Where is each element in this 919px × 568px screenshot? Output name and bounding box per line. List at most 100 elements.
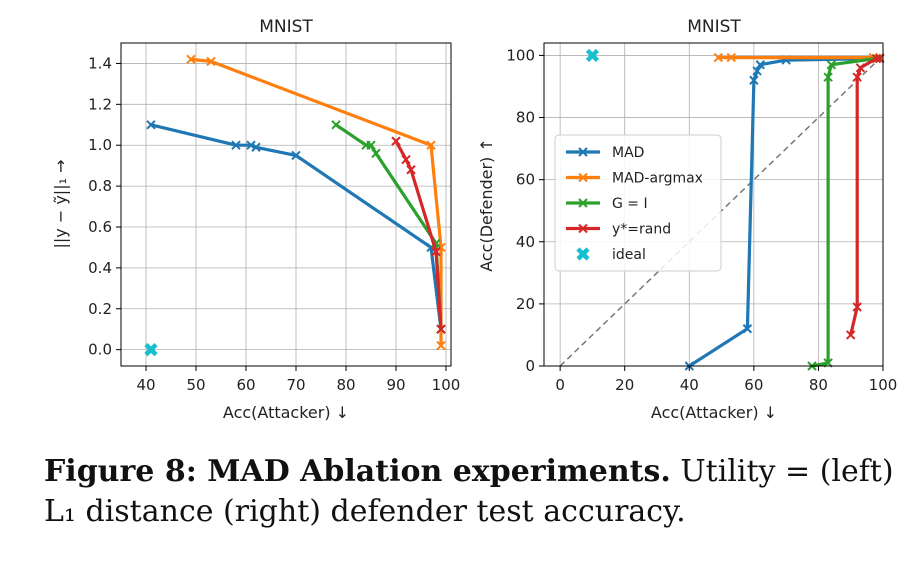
left-point-mad-argmax-stroke-b: [206, 56, 216, 67]
left-y-tick-label: 1.0: [88, 136, 112, 154]
legend-entry-label: G = I: [612, 196, 648, 212]
right-point-y-rand: [852, 72, 862, 82]
left-series-line-mad-argmax: [189, 57, 443, 348]
right-point-y-rand: [846, 330, 856, 340]
left-y-tick-label: 1.4: [88, 54, 112, 72]
right-x-tick-label: 80: [809, 376, 828, 394]
right-point-mad-stroke-b: [752, 66, 762, 76]
right-point-y-rand-stroke-b: [852, 72, 862, 82]
left-x-axis-label: Acc(Attacker) ↓: [223, 403, 349, 422]
left-point-y-rand: [431, 246, 441, 257]
left-y-axis-label: ||y − ỹ||₁ →: [51, 160, 70, 249]
legend-entry-label: MAD-argmax: [612, 171, 703, 187]
right-point-mad-argmax-stroke-b: [726, 52, 736, 63]
left-point-g-i-stroke-b: [366, 140, 376, 150]
right-x-tick-label: 60: [744, 376, 763, 394]
left-point-mad-stroke-b: [146, 120, 156, 130]
legend-entry-label: y*=rand: [612, 222, 671, 238]
right-point-mad-stroke-b: [742, 324, 753, 334]
left-point-mad-argmax: [426, 140, 436, 150]
right-y-tick-label: 20: [516, 295, 535, 313]
left-x-tick-label: 40: [136, 376, 155, 394]
right-point-y-rand-stroke-b: [855, 63, 866, 73]
right-point-mad-argmax: [713, 52, 724, 63]
right-point-y-rand: [852, 302, 862, 312]
left-grid: [121, 43, 451, 366]
right-y-tick-label: 60: [516, 171, 535, 189]
left-y-tick-label: 1.2: [88, 95, 112, 113]
right-panel: MNIST 0 20 40 60 80 100 0 20 40 60 80 100 Acc(Attac…: [477, 17, 897, 422]
left-point-g-i: [371, 148, 381, 159]
right-y-axis-label: Acc(Defender) ↑: [477, 138, 496, 272]
left-point-g-i: [366, 140, 376, 150]
right-series-line-y-rand: [849, 56, 882, 337]
left-ticks: 40 50 60 70 80 90 100 0.0 0.2 0.4 0.6 0.8 1.0 1.2 1.4: [88, 54, 460, 394]
left-y-tick-label: 0.6: [88, 218, 112, 236]
legend-swatch-marker: [578, 147, 588, 157]
right-point-y-rand-stroke-b: [875, 53, 885, 64]
left-point-y-rand: [406, 165, 416, 175]
right-plot-frame: [543, 42, 884, 367]
left-point-mad: [246, 140, 256, 150]
left-y-tick-label: 0.4: [88, 259, 112, 277]
right-point-y-rand-stroke-b: [846, 330, 856, 340]
legend-swatch-marker-stroke-b: [578, 223, 588, 234]
right-point-y-rand: [871, 53, 882, 64]
right-point-mad-stroke-b: [755, 60, 766, 70]
left-x-tick-label: 80: [336, 376, 355, 394]
left-y-tick-label: 0.2: [88, 300, 112, 318]
left-plot-frame: [120, 42, 452, 367]
left-x-tick-label: 90: [386, 376, 405, 394]
right-y-tick-label: 100: [506, 46, 535, 64]
right-x-tick-label: 0: [555, 376, 565, 394]
left-ideal-marker: [144, 343, 158, 357]
right-ideal-marker: [585, 48, 600, 63]
right-point-g-i-stroke-b: [826, 60, 837, 70]
left-point-y-rand-stroke-b: [391, 136, 401, 146]
left-point-mad-argmax-stroke-b: [436, 340, 446, 351]
figure: MNIST 40 50 60 70 80 90 100 0.0 0.2 0.4 0.6 0.8 1.0 1…: [51, 17, 897, 422]
right-point-g-i-stroke-b: [823, 72, 833, 82]
left-x-tick-label: 60: [236, 376, 255, 394]
right-y-tick-label: 40: [516, 233, 535, 251]
right-y-tick-label: 80: [516, 109, 535, 127]
right-x-tick-label: 40: [680, 376, 699, 394]
left-point-mad-argmax-stroke-b: [186, 54, 196, 65]
legend-box: [554, 134, 722, 272]
right-series-line-g-i: [810, 56, 882, 368]
right-point-mad-stroke-b: [749, 75, 759, 85]
legend: MAD MAD-argmax G = I y*=rand ideal: [554, 134, 722, 272]
left-y-tick-label: 0.8: [88, 177, 112, 195]
left-point-mad-stroke-b: [251, 142, 261, 152]
right-x-axis-label: Acc(Attacker) ↓: [651, 403, 777, 422]
right-point-mad: [752, 66, 762, 76]
right-point-y-rand-stroke-b: [871, 53, 882, 64]
right-point-mad: [749, 75, 759, 85]
legend-swatch-marker-stroke-b: [578, 172, 588, 183]
caption-label: Figure 8: MAD Ablation experiments.: [44, 454, 671, 489]
right-point-mad: [755, 60, 766, 70]
left-point-mad: [291, 150, 301, 161]
legend-swatch-marker: [578, 223, 588, 234]
legend-swatch-marker-stroke-b: [578, 147, 588, 157]
left-point-g-i-stroke-b: [371, 148, 381, 159]
legend-swatch-marker: [578, 172, 588, 183]
left-point-mad-argmax: [436, 340, 446, 351]
legend-swatch-marker: [578, 198, 588, 208]
left-point-y-rand-stroke-b: [406, 165, 416, 175]
right-ideal-marker-stroke-b: [585, 48, 600, 63]
right-point-mad-argmax: [726, 52, 736, 63]
legend-ideal-swatch: [576, 247, 590, 261]
left-y-tick-label: 0.0: [88, 341, 112, 359]
left-x-tick-label: 100: [432, 376, 461, 394]
left-point-mad-stroke-b: [231, 140, 241, 150]
left-point-mad-argmax: [186, 54, 196, 65]
left-point-y-rand: [391, 136, 401, 146]
right-y-tick-label: 0: [525, 357, 535, 375]
left-chart-title: MNIST: [259, 17, 313, 37]
right-x-tick-label: 100: [869, 376, 898, 394]
right-point-mad-argmax-stroke-b: [713, 52, 724, 63]
left-point-mad: [251, 142, 261, 152]
right-ticks: 0 20 40 60 80 100 0 20 40 60 80 100: [506, 46, 897, 394]
left-point-mad: [231, 140, 241, 150]
